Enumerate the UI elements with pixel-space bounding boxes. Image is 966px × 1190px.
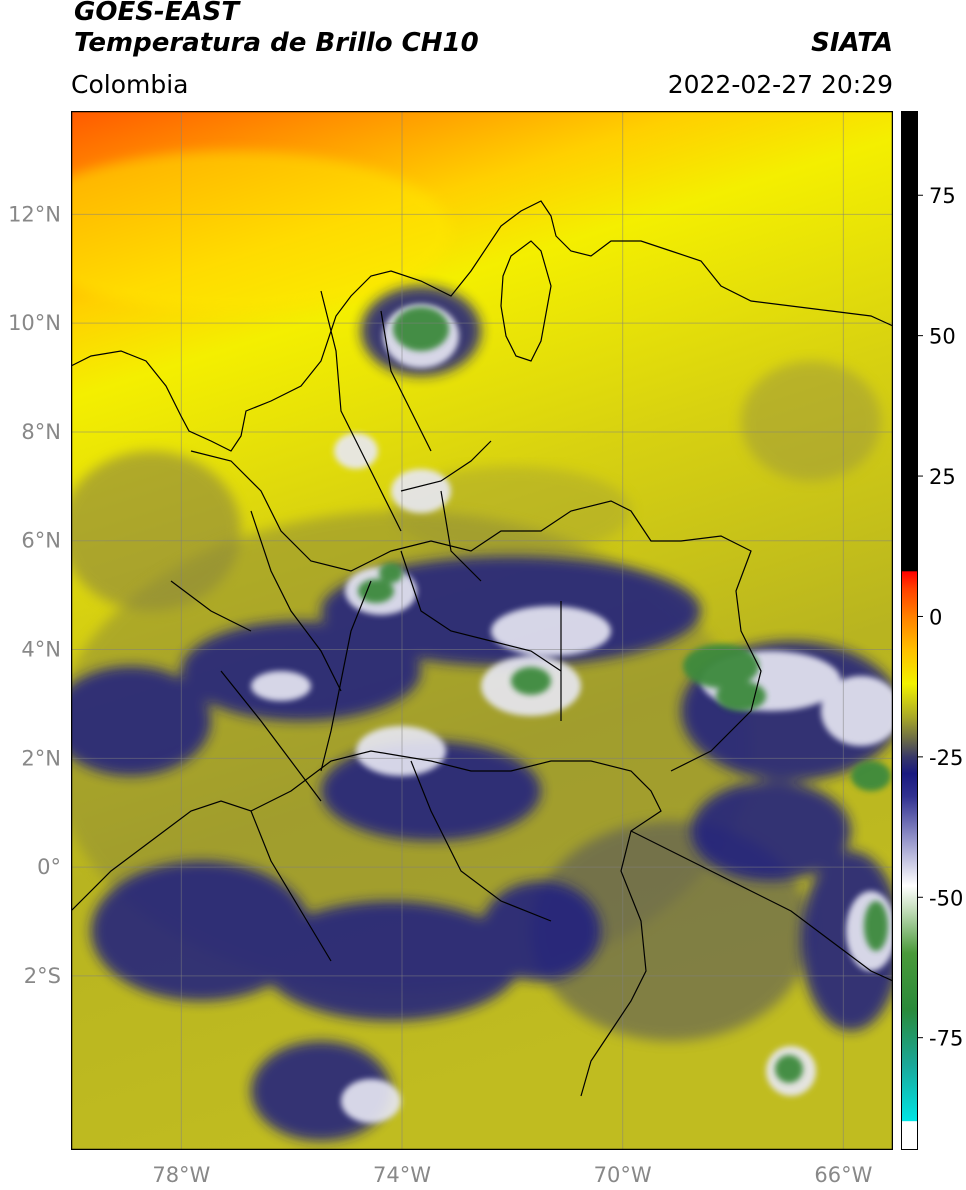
lon-tick-label: 70°W bbox=[594, 1163, 652, 1187]
colorbar-tick-label: 50 bbox=[929, 325, 956, 349]
lat-tick-label: 0° bbox=[37, 855, 61, 879]
datetime-label: 2022-02-27 20:29 bbox=[667, 70, 893, 99]
colorbar-tick-label: -75 bbox=[929, 1027, 963, 1051]
region-label: Colombia bbox=[71, 70, 189, 99]
lon-tick-label: 78°W bbox=[152, 1163, 210, 1187]
lat-tick-label: 12°N bbox=[8, 202, 61, 226]
lat-tick-label: 4°N bbox=[21, 638, 61, 662]
colorbar-tick-label: -25 bbox=[929, 746, 963, 770]
lat-tick-label: 2°S bbox=[24, 964, 61, 988]
lat-tick-label: 2°N bbox=[21, 746, 61, 770]
imagery-layer bbox=[71, 111, 893, 1150]
product-title: Temperatura de Brillo CH10 bbox=[74, 28, 479, 58]
brightness-temperature-map bbox=[71, 111, 893, 1150]
boundaries bbox=[71, 200, 893, 1097]
colorbar-tick-label: -50 bbox=[929, 886, 963, 910]
lon-tick-label: 66°W bbox=[814, 1163, 872, 1187]
lon-tick-label: 74°W bbox=[373, 1163, 431, 1187]
colorbar: 75 50 25 0 -25 -50 -75 bbox=[901, 111, 963, 1150]
colorbar-tick-label: 0 bbox=[929, 605, 942, 629]
colorbar-fill bbox=[901, 111, 918, 1150]
colorbar-tick-label: 25 bbox=[929, 465, 956, 489]
colorbar-tick-label: 75 bbox=[929, 184, 956, 208]
gridlines bbox=[71, 111, 893, 1150]
lat-tick-label: 6°N bbox=[21, 529, 61, 553]
org-title: SIATA bbox=[811, 28, 893, 58]
map-frame bbox=[71, 111, 893, 1150]
satellite-title: GOES-EAST bbox=[74, 0, 240, 27]
lat-tick-label: 10°N bbox=[8, 311, 61, 335]
colorbar-ticks: 75 50 25 0 -25 -50 -75 bbox=[918, 184, 963, 1051]
lat-tick-label: 8°N bbox=[21, 420, 61, 444]
